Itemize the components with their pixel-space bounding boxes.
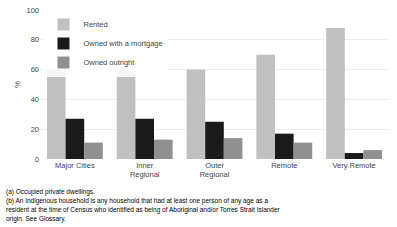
svg-text:%: % [13,81,22,88]
svg-text:0: 0 [35,155,39,164]
svg-text:InnerRegional: InnerRegional [130,161,160,180]
svg-text:origin. See Glossary.: origin. See Glossary. [6,215,66,223]
svg-text:100: 100 [26,6,39,15]
svg-text:80: 80 [31,35,39,44]
svg-text:Owned outright: Owned outright [83,58,135,67]
svg-text:Very Remote: Very Remote [332,161,375,170]
svg-text:(b) An Indigenous household is: (b) An Indigenous household is any house… [6,197,268,205]
svg-text:60: 60 [31,65,39,74]
svg-text:Owned with a mortgage: Owned with a mortgage [83,39,162,48]
svg-text:Major Cities: Major Cities [55,161,95,170]
svg-text:Rented: Rented [83,20,107,29]
svg-text:(a) Occupied private dwellings: (a) Occupied private dwellings. [6,188,95,196]
svg-text:resident at the time of Census: resident at the time of Census who ident… [6,206,281,214]
svg-text:OuterRegional: OuterRegional [200,161,230,180]
svg-text:Remote: Remote [271,161,297,170]
svg-text:20: 20 [31,125,39,134]
svg-text:40: 40 [31,95,39,104]
